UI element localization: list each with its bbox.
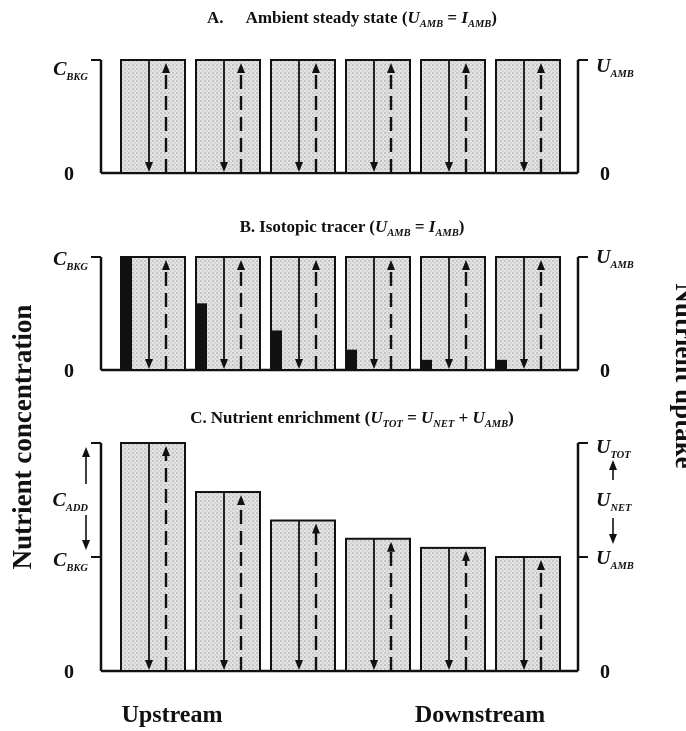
arrow-down-icon [145, 162, 153, 172]
arrow-up-icon [312, 63, 320, 73]
tracer-bar [422, 359, 432, 370]
arrow-down-icon [220, 162, 228, 172]
arrow-up-icon [387, 63, 395, 73]
panel-a-zero-left: 0 [64, 163, 74, 185]
arrow-down-icon [220, 359, 228, 369]
panel-a-cbkg-label: CBKG [53, 58, 88, 83]
downstream-label: Downstream [415, 702, 545, 728]
panel-a-title: A. Ambient steady state (UAMB = IAMB) [207, 8, 497, 30]
panel-c-bar [345, 537, 411, 673]
panel-c-bar [270, 519, 336, 673]
arrow-down-icon [520, 359, 528, 369]
cadd-range-arrow [82, 447, 90, 550]
panel-b-zero-right: 0 [600, 360, 610, 382]
arrow-up-icon [237, 495, 245, 506]
tracer-bar [347, 349, 357, 370]
panel-c-uamb-label: UAMB [596, 547, 634, 572]
panel-a-zero-right: 0 [600, 163, 610, 185]
arrow-down-icon [295, 162, 303, 172]
panel-b-zero-left: 0 [64, 360, 74, 382]
arrow-down-icon [445, 359, 453, 369]
panel-b-cbkg-label: CBKG [53, 248, 88, 273]
arrow-up-icon [387, 260, 395, 270]
panel-c-zero-left: 0 [64, 661, 74, 683]
arrow-up-icon [162, 63, 170, 73]
arrow-down-icon [295, 660, 303, 670]
panel-c-utot-label: UTOT [596, 436, 631, 461]
panel-a-bar [270, 59, 336, 174]
arrow-up-icon [387, 541, 395, 552]
arrow-up-icon [162, 260, 170, 270]
panel-c-zero-right: 0 [600, 661, 610, 683]
arrow-down-icon [145, 359, 153, 369]
arrow-up-icon [462, 260, 470, 270]
arrow-up-icon [537, 63, 545, 73]
arrow-up-icon [312, 260, 320, 270]
tracer-bar [197, 303, 207, 370]
arrow-down-icon [520, 162, 528, 172]
arrow-down-icon [370, 162, 378, 172]
y-right-axis-title: Nutrient uptake [670, 283, 686, 468]
unet-range-arrow [609, 460, 617, 544]
arrow-down-icon [295, 359, 303, 369]
arrow-up-icon [537, 560, 545, 570]
arrow-up-icon [537, 260, 545, 270]
arrow-up-icon [462, 550, 470, 561]
arrow-down-icon [445, 660, 453, 670]
arrow-up-icon [237, 63, 245, 73]
panel-b-uamb-label: UAMB [596, 246, 634, 271]
arrow-down-icon [370, 660, 378, 670]
panel-a-uamb-label: UAMB [596, 55, 634, 80]
panel-b-bar [420, 256, 486, 371]
panel-a-bar [495, 59, 561, 174]
panel-c-bar [420, 546, 486, 673]
panel-c-unet-label: UNET [596, 489, 632, 514]
arrow-up-icon [162, 446, 170, 456]
panel-b-title: B. Isotopic tracer (UAMB = IAMB) [240, 217, 465, 239]
tracer-bar [497, 359, 507, 370]
arrow-up-icon [462, 63, 470, 73]
tracer-bar [272, 330, 282, 370]
panel-c-cbkg-label: CBKG [53, 549, 88, 574]
panel-c-cadd-label: CADD [52, 489, 88, 514]
arrow-down-icon [145, 660, 153, 670]
panel-b-bar [495, 256, 561, 371]
arrow-up-icon [312, 523, 320, 534]
panel-a-bar [345, 59, 411, 174]
tracer-bar [122, 257, 132, 370]
panel-c-bar [120, 442, 186, 672]
y-left-axis-title: Nutrient concentration [7, 305, 37, 570]
diagram-marks [91, 59, 588, 673]
arrow-down-icon [445, 162, 453, 172]
arrow-down-icon [220, 660, 228, 670]
panel-c-bar [195, 491, 261, 672]
panel-a-bar [420, 59, 486, 174]
panel-c-bar [495, 556, 561, 672]
arrow-down-icon [370, 359, 378, 369]
panel-a-bar [120, 59, 186, 174]
panel-c-title: C. Nutrient enrichment (UTOT = UNET + UAM… [190, 408, 514, 430]
arrow-down-icon [520, 660, 528, 670]
arrow-up-icon [237, 260, 245, 270]
panel-a-bar [195, 59, 261, 174]
upstream-label: Upstream [122, 702, 223, 728]
